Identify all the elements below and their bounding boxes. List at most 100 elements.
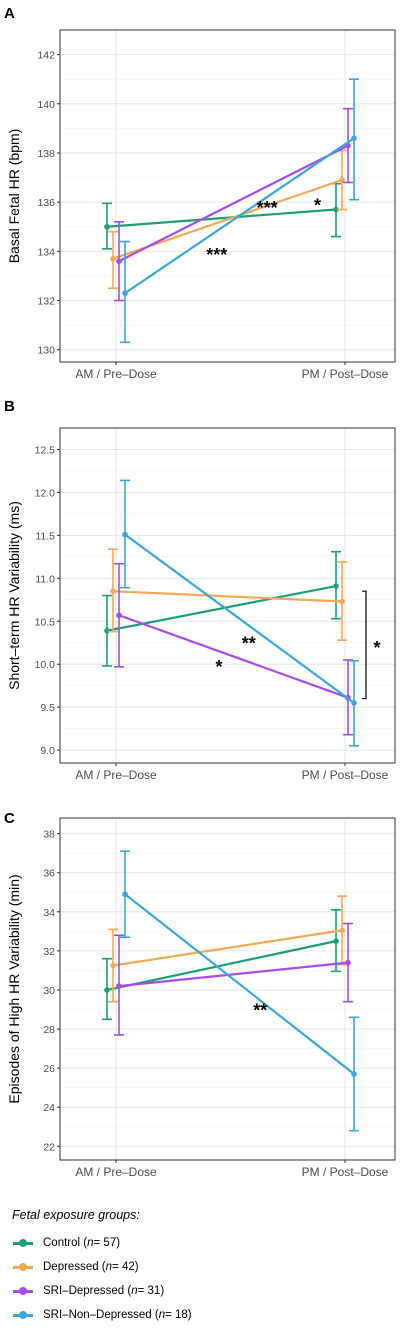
y-tick-label: 28 xyxy=(43,1024,55,1036)
legend-swatch-sri-non-depressed xyxy=(12,1309,34,1321)
data-point xyxy=(110,962,116,969)
y-tick-label: 24 xyxy=(43,1102,55,1114)
data-point xyxy=(116,983,122,989)
series-line xyxy=(106,208,337,228)
series-line xyxy=(124,137,355,295)
data-point xyxy=(351,700,357,706)
series-sri-non-depressed xyxy=(120,479,359,747)
plot-border xyxy=(59,427,396,764)
series-sri-depressed xyxy=(114,922,353,1036)
series-line xyxy=(124,893,355,1075)
panel-C: C 22 24 26 28 30 32 34 36 38 AM / Pre–Dose PM / Pos… xyxy=(4,810,396,1179)
panel-B: B 9.0 9.5 10.0 10.5 11.0 11.5 12.0 12.5 AM / Pre–… xyxy=(4,398,396,782)
series-sri-depressed xyxy=(114,107,353,302)
y-tick-label: 10.0 xyxy=(35,659,56,671)
data-point xyxy=(339,927,345,934)
significance-label: * xyxy=(216,657,223,677)
data-point xyxy=(339,177,345,183)
data-point xyxy=(122,290,128,296)
data-point xyxy=(116,612,122,619)
panel-letter: A xyxy=(4,5,15,22)
legend-label: SRI–Depressed ( xyxy=(43,1285,132,1297)
significance-label: *** xyxy=(206,245,227,265)
plot-border xyxy=(59,817,396,1161)
data-point xyxy=(333,206,339,213)
y-tick-label: 136 xyxy=(37,197,55,209)
y-tick-label: 12.5 xyxy=(35,444,56,456)
y-tick-label: 22 xyxy=(43,1141,55,1153)
data-point xyxy=(345,959,351,966)
data-point xyxy=(104,627,110,634)
x-tick-label: PM / Post–Dose xyxy=(302,1165,389,1179)
x-tick-label: AM / Pre–Dose xyxy=(75,367,157,381)
plot-border xyxy=(59,29,396,363)
y-tick-label: 142 xyxy=(37,50,55,62)
y-tick-label: 11.0 xyxy=(35,573,55,585)
panel-letter: B xyxy=(4,398,15,415)
y-tick-label: 32 xyxy=(43,946,55,958)
significance-label: *** xyxy=(257,198,278,218)
significance-label: ** xyxy=(253,1001,267,1021)
legend-label: Depressed ( xyxy=(43,1261,106,1273)
y-tick-label: 10.5 xyxy=(35,616,56,628)
x-tick-label: AM / Pre–Dose xyxy=(75,1165,157,1179)
y-tick-label: 30 xyxy=(43,985,55,997)
series-control xyxy=(102,909,341,1021)
x-tick-label: AM / Pre–Dose xyxy=(75,768,157,782)
y-tick-label: 38 xyxy=(43,829,55,841)
series-line xyxy=(124,533,355,704)
y-tick-label: 130 xyxy=(37,345,55,357)
significance-bracket xyxy=(362,590,367,700)
data-point xyxy=(104,223,110,230)
legend-label: SRI–Non–Depressed ( xyxy=(43,1309,159,1321)
y-axis-label: Episodes of High HR Variability (min) xyxy=(6,874,22,1103)
data-point xyxy=(122,531,128,538)
x-tick-label: PM / Post–Dose xyxy=(302,768,389,782)
series-depressed xyxy=(108,548,347,641)
significance-label: ** xyxy=(242,634,256,654)
series-sri-non-depressed xyxy=(120,850,359,1132)
y-tick-label: 132 xyxy=(37,296,55,308)
legend-item-depressed: Depressed (n = 42) xyxy=(12,1255,392,1279)
series-sri-depressed xyxy=(114,562,353,736)
significance-label: * xyxy=(374,638,381,658)
y-tick-label: 9.0 xyxy=(40,745,55,757)
series-control xyxy=(102,550,341,667)
data-point xyxy=(351,1071,357,1077)
panel-A: A 130 132 134 136 138 140 142 AM / Pre–Dose PM / … xyxy=(4,5,396,381)
legend-swatch-sri-depressed xyxy=(12,1285,34,1297)
y-tick-label: 34 xyxy=(43,907,55,919)
series-line xyxy=(112,590,343,603)
data-point xyxy=(116,258,122,264)
series-sri-non-depressed xyxy=(120,78,359,344)
y-tick-label: 9.5 xyxy=(40,702,55,714)
panel-letter: C xyxy=(4,810,15,827)
data-point xyxy=(110,255,116,262)
data-point xyxy=(122,891,128,898)
data-point xyxy=(104,987,110,993)
figure-panels: A 130 132 134 136 138 140 142 AM / Pre–Dose PM / … xyxy=(4,5,396,1179)
data-point xyxy=(351,135,357,142)
y-tick-label: 140 xyxy=(37,99,55,111)
series-line xyxy=(118,144,349,263)
y-tick-label: 134 xyxy=(37,246,55,258)
legend: Fetal exposure groups: Control (n = 57) … xyxy=(12,1208,392,1327)
series-control xyxy=(102,182,341,250)
significance-label: * xyxy=(314,196,321,216)
y-tick-label: 12.0 xyxy=(35,487,56,499)
legend-item-control: Control (n = 57) xyxy=(12,1231,392,1255)
series-line xyxy=(106,584,337,632)
y-axis-label: Basal Fetal HR (bpm) xyxy=(6,129,22,264)
legend-item-sri-non-depressed: SRI–Non–Depressed (n = 18) xyxy=(12,1303,392,1327)
legend-title: Fetal exposure groups: xyxy=(12,1208,140,1222)
legend-swatch-control xyxy=(12,1237,34,1249)
series-line xyxy=(112,929,343,967)
legend-item-sri-depressed: SRI–Depressed (n = 31) xyxy=(12,1279,392,1303)
series-depressed xyxy=(108,895,347,1003)
data-point xyxy=(333,938,339,944)
data-point xyxy=(110,588,116,595)
y-tick-label: 138 xyxy=(37,148,55,160)
legend-swatch-depressed xyxy=(12,1261,34,1273)
series-line xyxy=(118,961,349,988)
y-axis-label: Short–term HR Variability (ms) xyxy=(6,501,22,690)
